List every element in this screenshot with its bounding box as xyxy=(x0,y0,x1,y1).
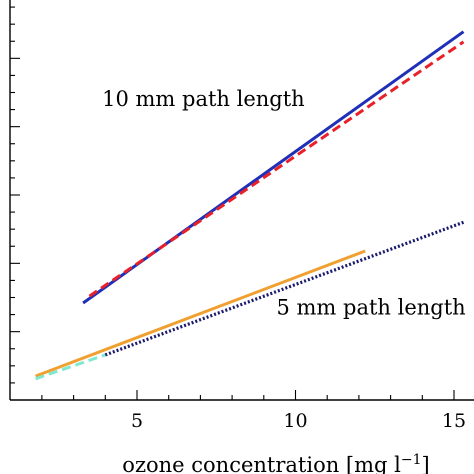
x-axis-title-sup: −1 xyxy=(401,452,422,468)
x-tick-label: 15 xyxy=(442,410,466,432)
tick-labels: 5 10 15 xyxy=(131,410,466,432)
axes-frame xyxy=(9,0,474,401)
x-axis-title-base: ozone concentration [mg l xyxy=(122,453,401,474)
series-line-orange-5mm xyxy=(35,249,366,378)
x-axis-title: ozone concentration [mg l−1] xyxy=(122,452,429,474)
x-tick-label: 10 xyxy=(283,410,307,432)
x-axis-title-close: ] xyxy=(422,453,430,474)
series-line-navy-5mm xyxy=(104,220,465,357)
annotations: 10 mm path length 5 mm path length xyxy=(102,87,466,319)
series-line-red-10mm xyxy=(88,40,465,298)
annotation-ann-5mm: 5 mm path length xyxy=(276,296,465,320)
series-layer xyxy=(35,30,465,381)
x-tick-label: 5 xyxy=(131,410,143,432)
series-line-cyan-5mm xyxy=(35,353,106,381)
tick-marks xyxy=(10,6,455,400)
annotation-ann-10mm: 10 mm path length xyxy=(102,87,305,111)
series-line-blue-10mm xyxy=(82,30,465,305)
